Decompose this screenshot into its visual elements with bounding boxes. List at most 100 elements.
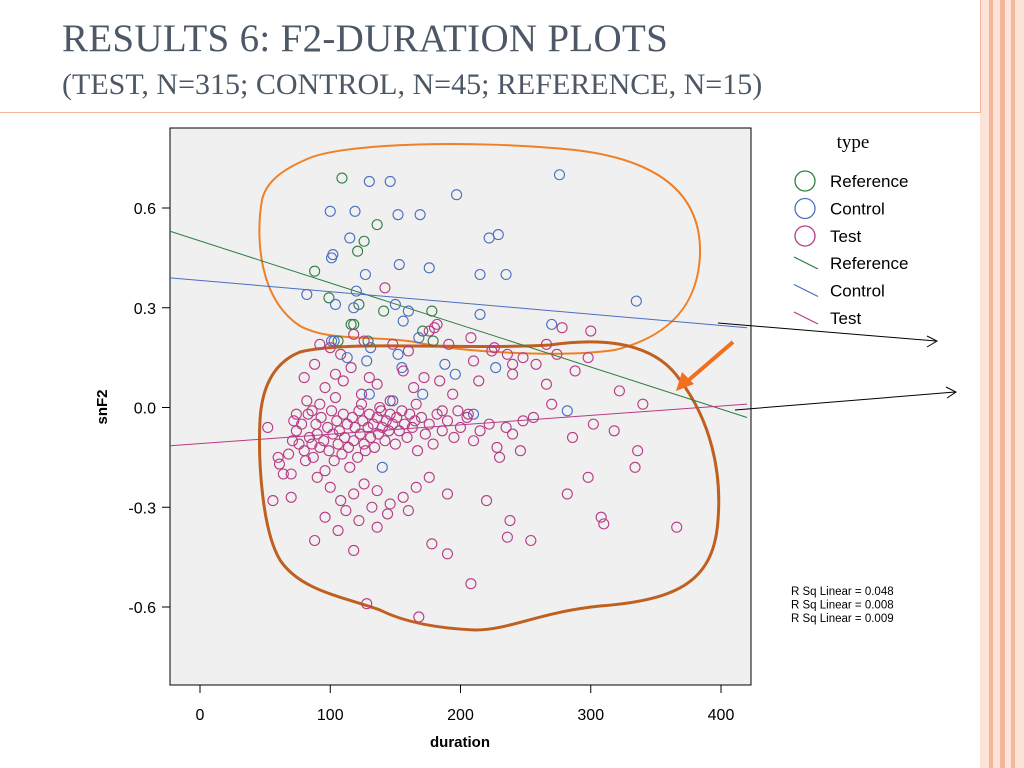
decor-stripe xyxy=(1000,0,1005,768)
point-control xyxy=(384,175,396,187)
point-test xyxy=(540,338,553,350)
point-control xyxy=(326,335,338,347)
point-test xyxy=(441,548,454,560)
point-test xyxy=(448,431,460,443)
point-control xyxy=(326,252,338,264)
point-test xyxy=(546,398,558,410)
point-reference xyxy=(345,318,357,330)
point-test xyxy=(443,338,455,350)
point-test xyxy=(379,435,391,447)
point-reference xyxy=(417,325,429,337)
point-test xyxy=(371,521,383,533)
decor-stripe xyxy=(993,0,1000,768)
point-control xyxy=(348,302,360,314)
y-tick-label: 0.3 xyxy=(134,301,156,318)
point-test xyxy=(585,325,597,337)
point-control xyxy=(474,308,486,320)
point-control xyxy=(389,298,401,310)
title-box xyxy=(0,0,981,113)
point-control xyxy=(344,232,356,244)
point-test xyxy=(517,352,529,364)
point-test xyxy=(441,415,454,427)
legend-label: Reference xyxy=(830,172,908,191)
point-test xyxy=(598,518,610,530)
point-test xyxy=(324,481,336,493)
point-test xyxy=(452,405,464,417)
data-points xyxy=(262,169,683,623)
callout-arrowhead xyxy=(945,386,957,399)
point-test xyxy=(346,411,358,424)
point-test xyxy=(486,345,498,357)
point-test xyxy=(467,435,480,447)
annotations xyxy=(258,143,957,632)
point-test xyxy=(402,345,414,357)
point-test xyxy=(465,578,477,590)
point-test xyxy=(387,418,399,430)
point-test xyxy=(315,411,327,424)
point-test xyxy=(358,478,370,490)
point-test xyxy=(267,495,279,507)
point-test xyxy=(355,398,368,410)
legend-label: Test xyxy=(830,227,861,246)
point-control xyxy=(397,315,409,327)
point-test xyxy=(608,425,620,437)
decor-stripe xyxy=(980,0,989,768)
point-control xyxy=(492,229,504,241)
plot-area xyxy=(169,127,752,686)
point-test xyxy=(530,358,542,370)
point-test xyxy=(298,372,310,384)
point-test xyxy=(314,398,326,410)
r-squared-label: R Sq Linear = 0.048 xyxy=(791,586,894,598)
point-test xyxy=(352,451,364,463)
point-test xyxy=(500,421,512,434)
point-test xyxy=(413,611,425,623)
x-tick-label: 100 xyxy=(317,707,344,724)
point-test xyxy=(423,418,435,430)
legend-label: Control xyxy=(830,282,885,301)
fit-lines xyxy=(169,230,748,447)
point-test xyxy=(290,408,302,420)
point-test xyxy=(384,408,396,420)
point-test xyxy=(409,415,421,427)
point-test xyxy=(467,355,480,367)
point-test xyxy=(323,445,335,457)
point-test xyxy=(434,375,446,387)
decor-stripe xyxy=(1015,0,1024,768)
point-test xyxy=(494,451,506,463)
y-tick-label: -0.6 xyxy=(128,600,156,617)
point-test xyxy=(319,381,331,394)
point-test xyxy=(327,428,339,440)
point-test xyxy=(286,435,299,447)
point-test xyxy=(637,398,649,410)
point-control xyxy=(324,205,336,217)
legend-line-control xyxy=(793,283,819,298)
point-control xyxy=(546,318,558,330)
point-test xyxy=(332,524,344,537)
point-test xyxy=(569,365,581,377)
legend-marker-reference xyxy=(794,170,816,192)
point-test xyxy=(384,395,396,407)
point-control xyxy=(350,285,362,297)
point-test xyxy=(480,495,493,507)
point-test xyxy=(299,455,312,467)
point-test xyxy=(540,378,553,390)
test-group-outline xyxy=(258,340,721,632)
point-test xyxy=(283,448,295,460)
point-test xyxy=(551,348,563,360)
y-tick-label: -0.3 xyxy=(128,500,156,517)
callout-arrow-control xyxy=(717,322,937,342)
legend-title: type xyxy=(837,132,870,153)
decor-stripe xyxy=(1005,0,1011,768)
point-test xyxy=(376,421,388,434)
point-control xyxy=(392,348,404,360)
point-test xyxy=(306,438,318,450)
point-test xyxy=(436,425,448,437)
point-test xyxy=(582,471,594,483)
point-test xyxy=(353,514,365,527)
point-reference xyxy=(332,335,344,347)
point-control xyxy=(417,388,429,400)
y-tick-label: 0.0 xyxy=(134,401,156,418)
point-control xyxy=(329,298,342,310)
point-test xyxy=(302,408,314,420)
point-test xyxy=(307,451,319,463)
